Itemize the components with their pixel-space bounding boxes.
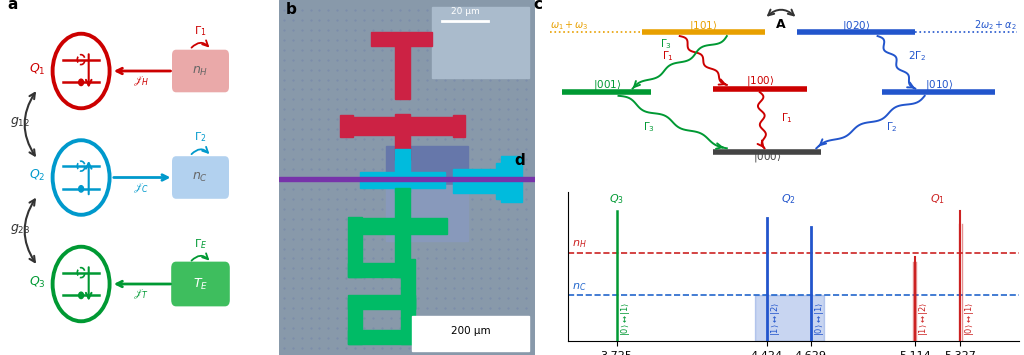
Text: $Q_3$: $Q_3$ bbox=[29, 275, 46, 290]
Text: $\Gamma_1$: $\Gamma_1$ bbox=[781, 111, 793, 125]
Bar bbox=[395, 149, 411, 192]
Text: c: c bbox=[534, 0, 543, 12]
Bar bbox=[395, 43, 411, 99]
Text: $\Gamma_2$: $\Gamma_2$ bbox=[886, 120, 898, 134]
Text: $\omega_1+\omega_3$: $\omega_1+\omega_3$ bbox=[550, 19, 589, 32]
Bar bbox=[386, 185, 468, 241]
FancyBboxPatch shape bbox=[172, 156, 229, 199]
Text: $\Gamma_1$: $\Gamma_1$ bbox=[195, 24, 207, 38]
Text: $|100\rangle$: $|100\rangle$ bbox=[745, 74, 774, 88]
Bar bbox=[348, 330, 414, 344]
Text: $\Gamma_E$: $\Gamma_E$ bbox=[194, 237, 207, 251]
Text: $n_C$: $n_C$ bbox=[571, 281, 586, 293]
Text: $|001\rangle$: $|001\rangle$ bbox=[593, 78, 621, 92]
Bar bbox=[348, 217, 361, 277]
Text: $2\Gamma_2$: $2\Gamma_2$ bbox=[908, 50, 927, 64]
Bar bbox=[502, 156, 522, 202]
Text: $|020\rangle$: $|020\rangle$ bbox=[842, 18, 870, 33]
Text: $\Gamma_2$: $\Gamma_2$ bbox=[195, 130, 207, 144]
Text: $\Gamma_3$: $\Gamma_3$ bbox=[659, 37, 672, 51]
Text: $Q_2$: $Q_2$ bbox=[30, 168, 46, 183]
Text: $|0\rangle\leftrightarrow|1\rangle$: $|0\rangle\leftrightarrow|1\rangle$ bbox=[813, 301, 826, 335]
Text: $\Gamma_1$: $\Gamma_1$ bbox=[663, 50, 674, 64]
Text: 200 μm: 200 μm bbox=[451, 326, 490, 336]
Text: A: A bbox=[776, 18, 785, 31]
Bar bbox=[342, 117, 458, 135]
Text: $|000\rangle$: $|000\rangle$ bbox=[753, 151, 781, 164]
Text: $|0\rangle\leftrightarrow|1\rangle$: $|0\rangle\leftrightarrow|1\rangle$ bbox=[620, 301, 632, 335]
Bar bbox=[497, 163, 512, 199]
Bar bbox=[432, 7, 529, 78]
Text: b: b bbox=[287, 2, 297, 17]
Bar bbox=[386, 146, 468, 188]
Text: $2\omega_2+\alpha_2$: $2\omega_2+\alpha_2$ bbox=[974, 18, 1017, 32]
Bar bbox=[340, 115, 352, 137]
Text: $g_{23}$: $g_{23}$ bbox=[10, 222, 31, 236]
Bar bbox=[348, 295, 416, 309]
Text: a: a bbox=[8, 0, 18, 12]
Text: $\mathscr{J}_T$: $\mathscr{J}_T$ bbox=[133, 288, 148, 301]
Text: $|1\rangle\leftrightarrow|2\rangle$: $|1\rangle\leftrightarrow|2\rangle$ bbox=[918, 301, 930, 335]
Text: $Q_1$: $Q_1$ bbox=[930, 192, 945, 206]
Circle shape bbox=[79, 292, 84, 299]
Text: $\Gamma_3$: $\Gamma_3$ bbox=[643, 120, 655, 134]
FancyBboxPatch shape bbox=[171, 262, 229, 306]
FancyBboxPatch shape bbox=[172, 50, 229, 92]
Text: $Q_3$: $Q_3$ bbox=[609, 192, 624, 206]
Bar bbox=[412, 316, 529, 351]
Text: $|101\rangle$: $|101\rangle$ bbox=[689, 18, 718, 33]
Text: $\mathscr{J}_C$: $\mathscr{J}_C$ bbox=[133, 181, 148, 195]
Text: $|0\rangle\leftrightarrow|1\rangle$: $|0\rangle\leftrightarrow|1\rangle$ bbox=[963, 301, 976, 335]
Bar bbox=[395, 114, 411, 160]
Bar bbox=[395, 188, 411, 277]
Text: 20 μm: 20 μm bbox=[451, 7, 480, 16]
Bar bbox=[371, 32, 432, 46]
Bar bbox=[453, 169, 499, 193]
Circle shape bbox=[79, 79, 84, 86]
Bar bbox=[360, 172, 445, 188]
Text: $|010\rangle$: $|010\rangle$ bbox=[925, 78, 953, 92]
Text: $\mathscr{J}_H$: $\mathscr{J}_H$ bbox=[132, 75, 150, 88]
Bar bbox=[348, 263, 410, 277]
Bar bbox=[453, 115, 466, 137]
Text: $|1\rangle\leftrightarrow|2\rangle$: $|1\rangle\leftrightarrow|2\rangle$ bbox=[769, 301, 782, 335]
Text: $Q_1$: $Q_1$ bbox=[30, 62, 46, 77]
Bar bbox=[401, 259, 416, 309]
Text: $Q_2$: $Q_2$ bbox=[781, 192, 796, 206]
Text: $g_{12}$: $g_{12}$ bbox=[10, 115, 30, 129]
Text: d: d bbox=[514, 153, 525, 168]
Text: $n_H$: $n_H$ bbox=[193, 65, 209, 77]
Circle shape bbox=[79, 186, 84, 192]
Bar bbox=[348, 298, 361, 344]
Text: $T_E$: $T_E$ bbox=[193, 277, 208, 291]
Bar bbox=[350, 218, 447, 234]
Text: $n_C$: $n_C$ bbox=[193, 171, 209, 184]
Bar bbox=[279, 177, 535, 181]
Bar bbox=[401, 298, 416, 344]
Text: $n_H$: $n_H$ bbox=[571, 238, 586, 250]
